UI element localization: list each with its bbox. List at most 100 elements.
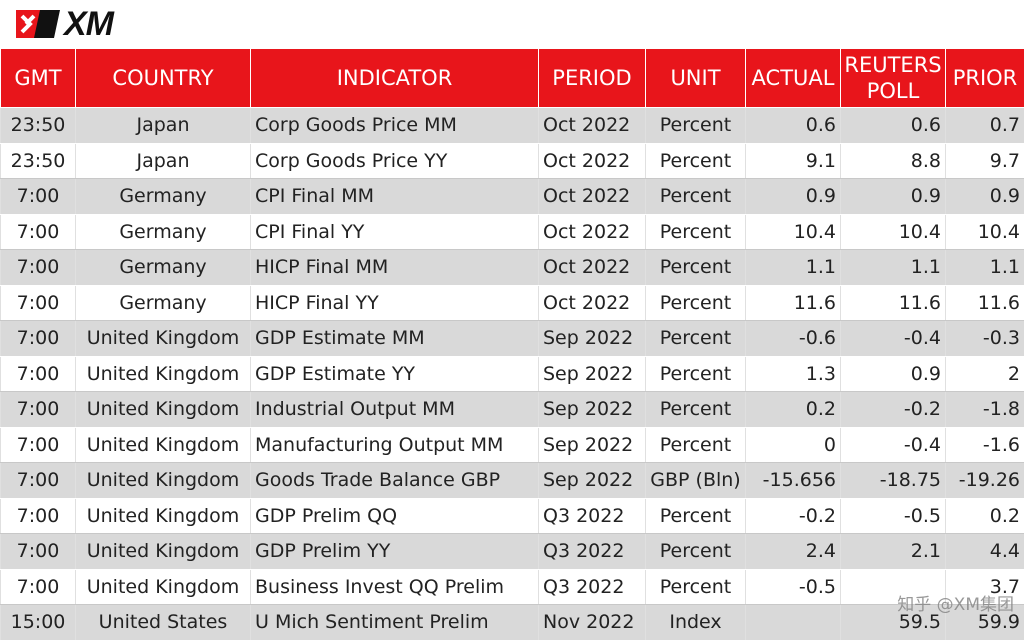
table-row: 7:00 United Kingdom GDP Prelim QQ Q3 2022 Pe… xyxy=(0,497,1024,534)
cell-indicator: GDP Estimate MM xyxy=(250,320,539,357)
header-country: COUNTRY xyxy=(75,48,251,108)
cell-indicator: GDP Estimate YY xyxy=(250,355,539,392)
cell-indicator: Industrial Output MM xyxy=(250,391,539,428)
table-row: 7:00 United Kingdom Industrial Output MM Se… xyxy=(0,391,1024,428)
cell-prior: 0.2 xyxy=(945,497,1024,534)
header-prior: PRIOR xyxy=(945,48,1024,108)
cell-prior: -19.26 xyxy=(945,462,1024,499)
cell-gmt: 7:00 xyxy=(0,213,76,250)
cell-reuters-poll: 0.9 xyxy=(840,178,946,215)
cell-reuters-poll: 1.1 xyxy=(840,249,946,286)
cell-country: Germany xyxy=(75,284,251,321)
cell-period: Sep 2022 xyxy=(538,391,646,428)
cell-period: Q3 2022 xyxy=(538,497,646,534)
cell-indicator: Business Invest QQ Prelim xyxy=(250,568,539,605)
cell-gmt: 7:00 xyxy=(0,462,76,499)
table-row: 7:00 Germany HICP Final MM Oct 2022 Percent 1… xyxy=(0,249,1024,286)
cell-actual: 11.6 xyxy=(745,284,841,321)
cell-actual: -15.656 xyxy=(745,462,841,499)
cell-reuters-poll: 11.6 xyxy=(840,284,946,321)
cell-indicator: U Mich Sentiment Prelim xyxy=(250,604,539,641)
cell-gmt: 7:00 xyxy=(0,249,76,286)
cell-gmt: 23:50 xyxy=(0,142,76,179)
cell-reuters-poll xyxy=(840,568,946,605)
cell-indicator: HICP Final MM xyxy=(250,249,539,286)
xm-logo-icon xyxy=(16,10,60,38)
table-body: 23:50 Japan Corp Goods Price MM Oct 2022 Per… xyxy=(0,107,1024,641)
cell-period: Oct 2022 xyxy=(538,249,646,286)
header-period: PERIOD xyxy=(538,48,646,108)
cell-actual: -0.6 xyxy=(745,320,841,357)
header-reuters-poll: REUTERS POLL xyxy=(840,48,946,108)
cell-prior: 10.4 xyxy=(945,213,1024,250)
cell-period: Sep 2022 xyxy=(538,355,646,392)
cell-reuters-poll: 0.6 xyxy=(840,107,946,144)
cell-prior: 0.7 xyxy=(945,107,1024,144)
header-row: GMT COUNTRY INDICATOR PERIOD UNIT ACTUAL REUTE… xyxy=(0,48,1024,108)
cell-actual: -0.5 xyxy=(745,568,841,605)
cell-prior: -0.3 xyxy=(945,320,1024,357)
cell-unit: Percent xyxy=(645,533,746,570)
cell-country: United Kingdom xyxy=(75,426,251,463)
cell-country: United Kingdom xyxy=(75,355,251,392)
cell-unit: GBP (Bln) xyxy=(645,462,746,499)
cell-reuters-poll: 0.9 xyxy=(840,355,946,392)
cell-unit: Percent xyxy=(645,320,746,357)
cell-prior: 9.7 xyxy=(945,142,1024,179)
cell-actual: 1.1 xyxy=(745,249,841,286)
cell-gmt: 7:00 xyxy=(0,497,76,534)
cell-actual: -0.2 xyxy=(745,497,841,534)
cell-indicator: CPI Final MM xyxy=(250,178,539,215)
table-row: 7:00 Germany CPI Final YY Oct 2022 Percent 10… xyxy=(0,213,1024,250)
table-row: 7:00 United Kingdom Goods Trade Balance GB… xyxy=(0,462,1024,499)
table-row: 7:00 Germany HICP Final YY Oct 2022 Percent 1… xyxy=(0,284,1024,321)
logo-text: XM xyxy=(64,5,114,43)
cell-unit: Percent xyxy=(645,568,746,605)
cell-actual: 0.6 xyxy=(745,107,841,144)
table-row: 15:00 United States U Mich Sentiment Preli… xyxy=(0,604,1024,641)
cell-country: United Kingdom xyxy=(75,497,251,534)
economic-calendar-table: GMT COUNTRY INDICATOR PERIOD UNIT ACTUAL REUTE… xyxy=(0,48,1024,641)
table-row: 23:50 Japan Corp Goods Price MM Oct 2022 Per… xyxy=(0,107,1024,144)
cell-indicator: GDP Prelim QQ xyxy=(250,497,539,534)
cell-gmt: 7:00 xyxy=(0,178,76,215)
cell-indicator: CPI Final YY xyxy=(250,213,539,250)
table-row: 7:00 United Kingdom Manufacturing Output M… xyxy=(0,426,1024,463)
table-row: 7:00 United Kingdom GDP Estimate YY Sep 202… xyxy=(0,355,1024,392)
cell-actual xyxy=(745,604,841,641)
cell-prior: 59.9 xyxy=(945,604,1024,641)
cell-actual: 1.3 xyxy=(745,355,841,392)
cell-unit: Percent xyxy=(645,284,746,321)
cell-period: Q3 2022 xyxy=(538,568,646,605)
cell-country: United Kingdom xyxy=(75,320,251,357)
cell-unit: Percent xyxy=(645,178,746,215)
cell-gmt: 23:50 xyxy=(0,107,76,144)
table-row: 7:00 Germany CPI Final MM Oct 2022 Percent 0.… xyxy=(0,178,1024,215)
header-actual: ACTUAL xyxy=(745,48,841,108)
cell-indicator: Corp Goods Price MM xyxy=(250,107,539,144)
cell-period: Oct 2022 xyxy=(538,213,646,250)
cell-country: Germany xyxy=(75,249,251,286)
cell-gmt: 7:00 xyxy=(0,426,76,463)
cell-prior: -1.6 xyxy=(945,426,1024,463)
cell-gmt: 7:00 xyxy=(0,568,76,605)
watermark: 知乎 @XM集团 xyxy=(897,595,1014,615)
cell-actual: 0.2 xyxy=(745,391,841,428)
cell-indicator: HICP Final YY xyxy=(250,284,539,321)
cell-period: Sep 2022 xyxy=(538,426,646,463)
cell-reuters-poll: -0.5 xyxy=(840,497,946,534)
table-row: 7:00 United Kingdom GDP Estimate MM Sep 202… xyxy=(0,320,1024,357)
cell-gmt: 7:00 xyxy=(0,320,76,357)
cell-prior: 1.1 xyxy=(945,249,1024,286)
cell-prior: -1.8 xyxy=(945,391,1024,428)
cell-period: Oct 2022 xyxy=(538,107,646,144)
cell-indicator: Goods Trade Balance GBP xyxy=(250,462,539,499)
cell-reuters-poll: 10.4 xyxy=(840,213,946,250)
header-indicator: INDICATOR xyxy=(250,48,539,108)
cell-country: Japan xyxy=(75,142,251,179)
cell-actual: 0.9 xyxy=(745,178,841,215)
table-row: 7:00 United Kingdom Business Invest QQ Pre… xyxy=(0,568,1024,605)
cell-unit: Index xyxy=(645,604,746,641)
cell-unit: Percent xyxy=(645,213,746,250)
cell-period: Oct 2022 xyxy=(538,178,646,215)
